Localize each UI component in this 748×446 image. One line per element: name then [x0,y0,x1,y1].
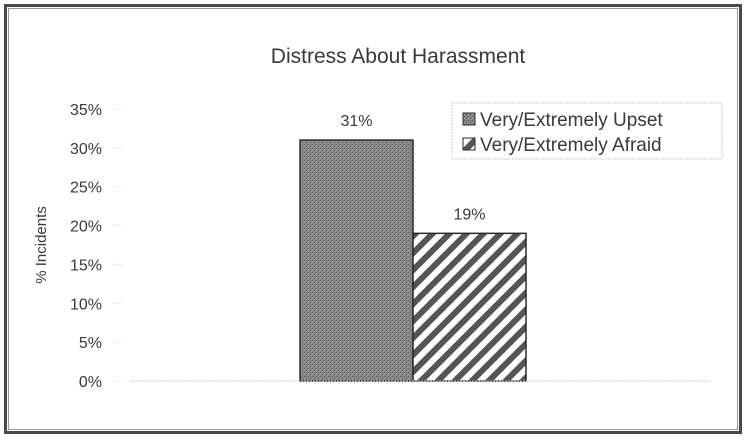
y-tick-label: 20% [70,219,102,236]
y-tick-label: 25% [70,180,102,197]
legend-label: Very/Extremely Upset [480,110,663,131]
bar-value-label: 31% [340,113,372,130]
y-tick-label: 15% [70,257,102,274]
y-axis-label: % Incidents [33,206,50,284]
legend-swatch [462,137,476,151]
y-tick-label: 0% [79,374,102,391]
legend-box [451,102,723,160]
bars-group [299,139,527,382]
chart-frame-inner [8,8,738,430]
bar-1 [299,139,414,382]
y-axis-ticks: 0% 5% 10% 15% 20% 25% 30% 35% [70,102,124,391]
y-tick-label: 35% [70,102,102,119]
legend-label: Very/Extremely Afraid [480,135,662,156]
y-tick-label: 5% [79,335,102,352]
chart-title: Distress About Harassment [271,45,526,68]
bar-value-label: 19% [453,206,485,223]
y-tick-label: 10% [70,296,102,313]
legend: Very/Extremely Upset Very/Extremely Afrai… [451,102,723,160]
bar-labels-group: 31% 19% [340,113,485,223]
y-tick-label: 30% [70,141,102,158]
bar-2 [412,232,527,382]
legend-swatch [462,112,476,126]
